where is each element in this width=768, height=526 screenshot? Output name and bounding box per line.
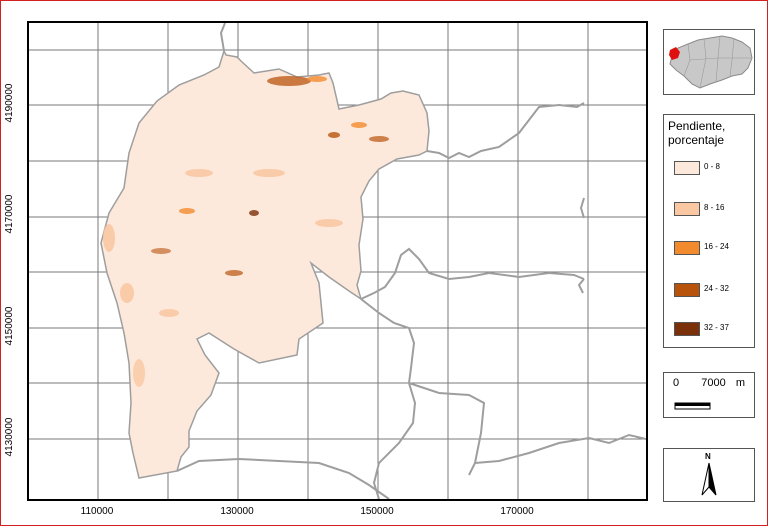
legend-swatch (674, 202, 700, 216)
x-tick-label: 170000 (500, 506, 534, 517)
locator-canvas (669, 35, 753, 89)
y-tick-label: 4130000 (4, 417, 15, 457)
study-area-highlight (669, 47, 680, 60)
north-label: N (705, 452, 711, 461)
map-frame[interactable] (27, 21, 648, 501)
legend-item: 16 - 24 (674, 241, 754, 255)
slope-hotspots (103, 76, 389, 387)
legend-label: 8 - 16 (704, 203, 725, 212)
scale-bar-graphic (674, 402, 711, 410)
legend-swatch (674, 322, 700, 336)
legend-label: 24 - 32 (704, 284, 729, 293)
map-canvas (29, 23, 646, 499)
x-tick-label: 130000 (220, 506, 254, 517)
legend-title: Pendiente, porcentaje (668, 119, 726, 147)
north-arrow: N (663, 448, 755, 502)
province-lines (683, 35, 752, 89)
y-tick-label: 4190000 (4, 83, 15, 123)
scale-start: 0 (673, 377, 680, 389)
legend-item: 0 - 8 (674, 161, 754, 175)
scale-bar-labels: 0 7000 m (673, 377, 745, 389)
legend-swatch (674, 283, 700, 297)
legend-swatch (674, 161, 700, 175)
locator-map[interactable] (663, 29, 755, 95)
legend: Pendiente, porcentaje 0 - 8 8 - 16 16 - … (663, 114, 755, 348)
scale-bar: 0 7000 m (663, 372, 755, 418)
legend-item: 8 - 16 (674, 202, 754, 216)
legend-item: 32 - 37 (674, 322, 754, 336)
y-tick-label: 4170000 (4, 194, 15, 234)
x-tick-label: 110000 (80, 506, 114, 517)
x-tick-label: 150000 (360, 506, 394, 517)
legend-label: 0 - 8 (704, 162, 721, 171)
legend-label: 32 - 37 (704, 323, 729, 332)
andalucia-outline (669, 35, 753, 89)
scale-end: 7000 (701, 377, 726, 389)
y-tick-label: 4150000 (4, 306, 15, 346)
legend-label: 16 - 24 (704, 242, 729, 251)
municipal-boundaries (176, 23, 646, 499)
legend-swatch (674, 241, 700, 255)
legend-item: 24 - 32 (674, 283, 754, 297)
scale-unit: m (735, 377, 746, 389)
north-arrow-icon (701, 462, 717, 496)
study-area[interactable] (100, 49, 430, 479)
